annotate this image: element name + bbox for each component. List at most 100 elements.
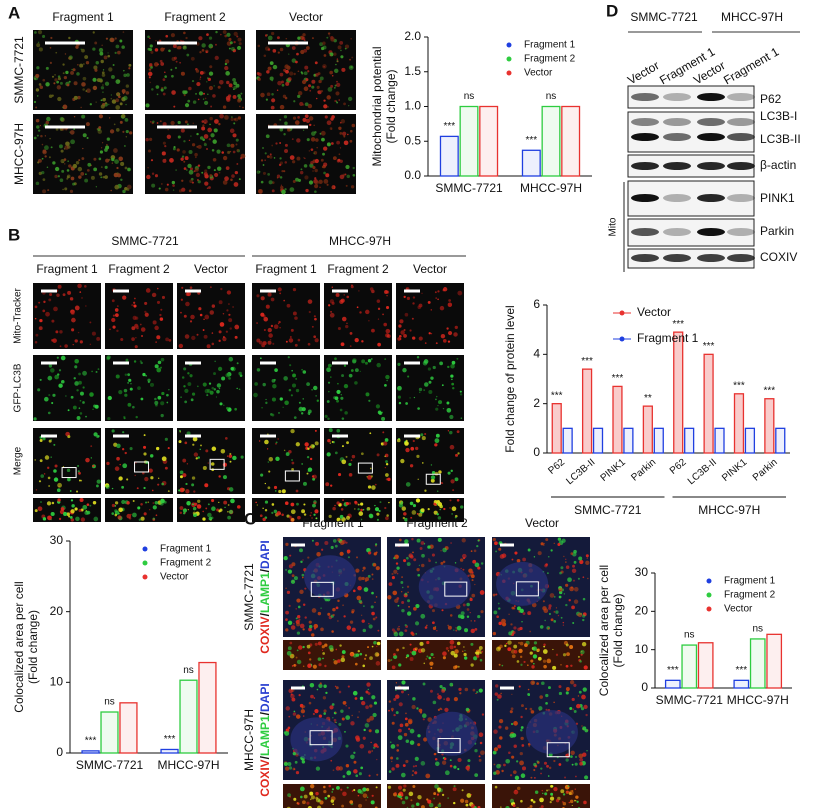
fluorescence-spot <box>335 648 338 651</box>
fluorescence-spot <box>287 77 292 82</box>
fluorescence-spot <box>37 388 41 392</box>
fluorescence-spot <box>326 36 329 39</box>
fluorescence-spot <box>224 59 230 64</box>
lane-label: Vector <box>625 58 661 87</box>
fluorescence-spot <box>322 652 326 655</box>
fluorescence-spot <box>430 478 435 483</box>
fluorescence-spot <box>563 593 566 595</box>
fluorescence-spot <box>423 737 428 742</box>
fluorescence-spot <box>374 601 376 604</box>
fluorescence-spot <box>455 629 458 632</box>
fluorescence-spot <box>542 659 547 663</box>
fluorescence-spot <box>342 604 344 607</box>
y-tick-label: 0.5 <box>404 133 421 147</box>
fluorescence-spot <box>283 555 288 561</box>
fluorescence-spot <box>407 599 411 603</box>
fluorescence-spot <box>420 433 424 437</box>
fluorescence-spot <box>298 694 301 697</box>
fluorescence-spot <box>465 803 469 807</box>
fluorescence-spot <box>149 382 155 387</box>
fluorescence-spot <box>289 336 292 339</box>
fluorescence-spot <box>203 143 207 147</box>
fluorescence-spot <box>409 728 415 734</box>
fluorescence-spot <box>450 469 453 473</box>
fluorescence-spot <box>103 55 108 60</box>
fluorescence-spot <box>480 562 484 565</box>
fluorescence-spot <box>312 664 317 669</box>
fluorescence-spot <box>193 452 199 457</box>
fluorescence-spot <box>408 727 411 731</box>
fluorescence-spot <box>384 438 389 442</box>
legend-marker <box>619 336 625 342</box>
fluorescence-spot <box>287 356 290 359</box>
fluorescence-spot <box>364 579 367 582</box>
fluorescence-spot <box>144 301 148 305</box>
fluorescence-spot <box>354 662 358 666</box>
fluorescence-spot <box>234 407 237 411</box>
fluorescence-spot <box>383 441 388 446</box>
fluorescence-spot <box>106 355 111 360</box>
fluorescence-spot <box>356 570 358 573</box>
fluorescence-spot <box>509 733 515 738</box>
fluorescence-spot <box>434 443 438 447</box>
y-tick-label: 10 <box>635 642 649 656</box>
fluorescence-spot <box>85 457 90 463</box>
fluorescence-spot <box>81 297 83 299</box>
fluorescence-spot <box>118 95 121 99</box>
fluorescence-spot <box>75 161 80 165</box>
fluorescence-spot <box>191 335 196 341</box>
fluorescence-spot <box>182 458 187 463</box>
fluorescence-spot <box>55 127 59 131</box>
fluorescence-spot <box>214 360 216 363</box>
fluorescence-spot <box>361 576 365 581</box>
fluorescence-spot <box>493 763 496 766</box>
fluorescence-spot <box>154 400 159 405</box>
fluorescence-spot <box>439 508 441 511</box>
fluorescence-spot <box>116 329 119 333</box>
fluorescence-spot <box>111 429 115 433</box>
fluorescence-spot <box>272 49 277 53</box>
fluorescence-spot <box>115 313 119 317</box>
fluorescence-spot <box>530 798 534 802</box>
fluorescence-spot <box>122 130 125 133</box>
blot-band <box>663 228 691 236</box>
fluorescence-spot <box>287 646 292 651</box>
fluorescence-spot <box>211 506 216 512</box>
fluorescence-spot <box>293 416 297 420</box>
fluorescence-spot <box>114 51 117 54</box>
fluorescence-spot <box>548 604 552 608</box>
fluorescence-spot <box>78 175 82 179</box>
fluorescence-spot <box>307 299 313 304</box>
fluorescence-spot <box>55 166 60 172</box>
fluorescence-spot <box>456 641 461 646</box>
fluorescence-spot <box>48 94 53 99</box>
fluorescence-spot <box>130 513 132 516</box>
fluorescence-spot <box>453 653 458 658</box>
fluorescence-spot <box>223 500 228 505</box>
fluorescence-spot <box>313 385 318 391</box>
fluorescence-spot <box>569 645 574 650</box>
fluorescence-spot <box>284 766 290 771</box>
fluorescence-spot <box>297 515 301 520</box>
fluorescence-spot <box>300 49 305 55</box>
blot-band <box>631 133 659 141</box>
fluorescence-spot <box>375 786 378 789</box>
fluorescence-spot <box>225 330 228 333</box>
fluorescence-spot <box>183 167 187 170</box>
fluorescence-spot <box>147 71 153 77</box>
fluorescence-spot <box>336 389 341 395</box>
micrograph <box>33 355 101 421</box>
fluorescence-spot <box>290 509 296 515</box>
fluorescence-spot <box>417 743 421 747</box>
fluorescence-spot <box>340 342 345 347</box>
fluorescence-spot <box>185 121 188 124</box>
fluorescence-spot <box>341 445 344 448</box>
fluorescence-spot <box>397 395 401 399</box>
fluorescence-spot <box>426 798 429 801</box>
fluorescence-spot <box>293 623 295 625</box>
fluorescence-spot <box>182 90 187 95</box>
fluorescence-spot <box>64 53 67 55</box>
fluorescence-spot <box>199 51 202 54</box>
micrograph <box>33 283 101 349</box>
fluorescence-spot <box>165 34 169 38</box>
